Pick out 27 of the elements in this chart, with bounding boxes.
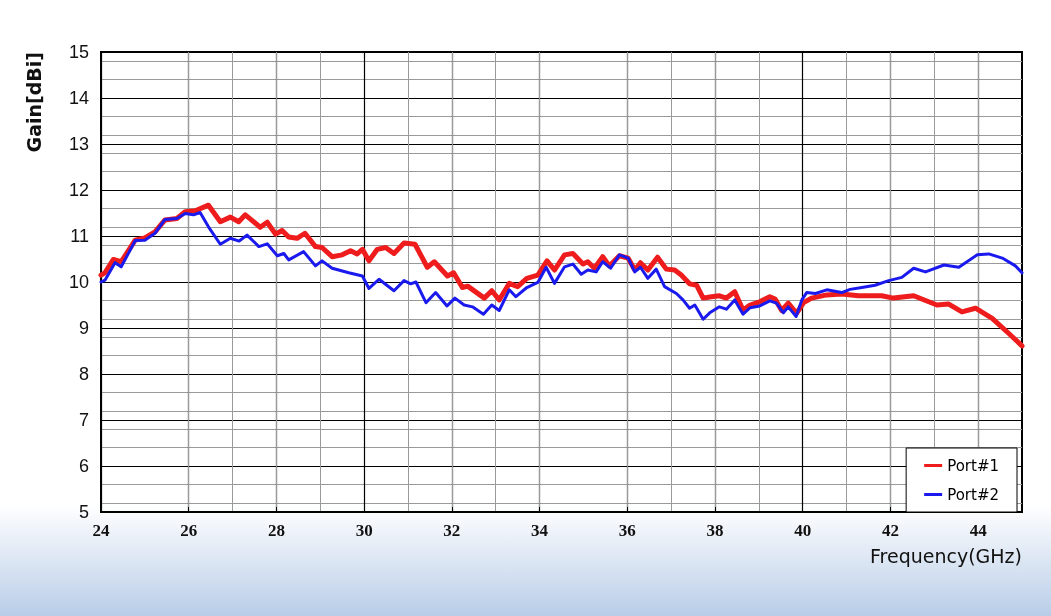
x-axis-title: Frequency(GHz)	[870, 544, 1022, 567]
y-tick-label: 10	[68, 272, 89, 292]
y-axis-title: Gain[dBi]	[22, 52, 45, 153]
line-series	[99, 211, 1024, 321]
x-tick-label: 40	[794, 521, 812, 540]
x-tick-label: 28	[267, 521, 285, 540]
y-tick-label: 5	[78, 502, 89, 522]
y-tick-label: 12	[68, 180, 89, 200]
x-tick-label: 36	[618, 521, 636, 540]
y-tick-label: 14	[68, 88, 89, 108]
y-tick-label: 7	[78, 410, 89, 430]
x-tick-label: 24	[92, 521, 110, 540]
y-tick-label: 11	[70, 226, 89, 246]
y-tick-label: 15	[68, 42, 89, 62]
x-tick-label: 26	[180, 521, 198, 540]
x-tick-label: 44	[969, 521, 988, 540]
y-tick-label: 9	[78, 318, 89, 338]
y-tick-label: 13	[68, 134, 89, 154]
x-tick-label: 32	[443, 521, 461, 540]
x-tick-label: 42	[881, 521, 899, 540]
x-tick-label: 30	[355, 521, 373, 540]
x-tick-label: 34	[531, 521, 549, 540]
y-tick-label: 6	[78, 456, 89, 476]
legend-label: Port#1	[947, 456, 1000, 475]
y-tick-label: 8	[78, 364, 89, 384]
x-tick-label: 38	[706, 521, 724, 540]
legend-label: Port#2	[947, 485, 1000, 504]
